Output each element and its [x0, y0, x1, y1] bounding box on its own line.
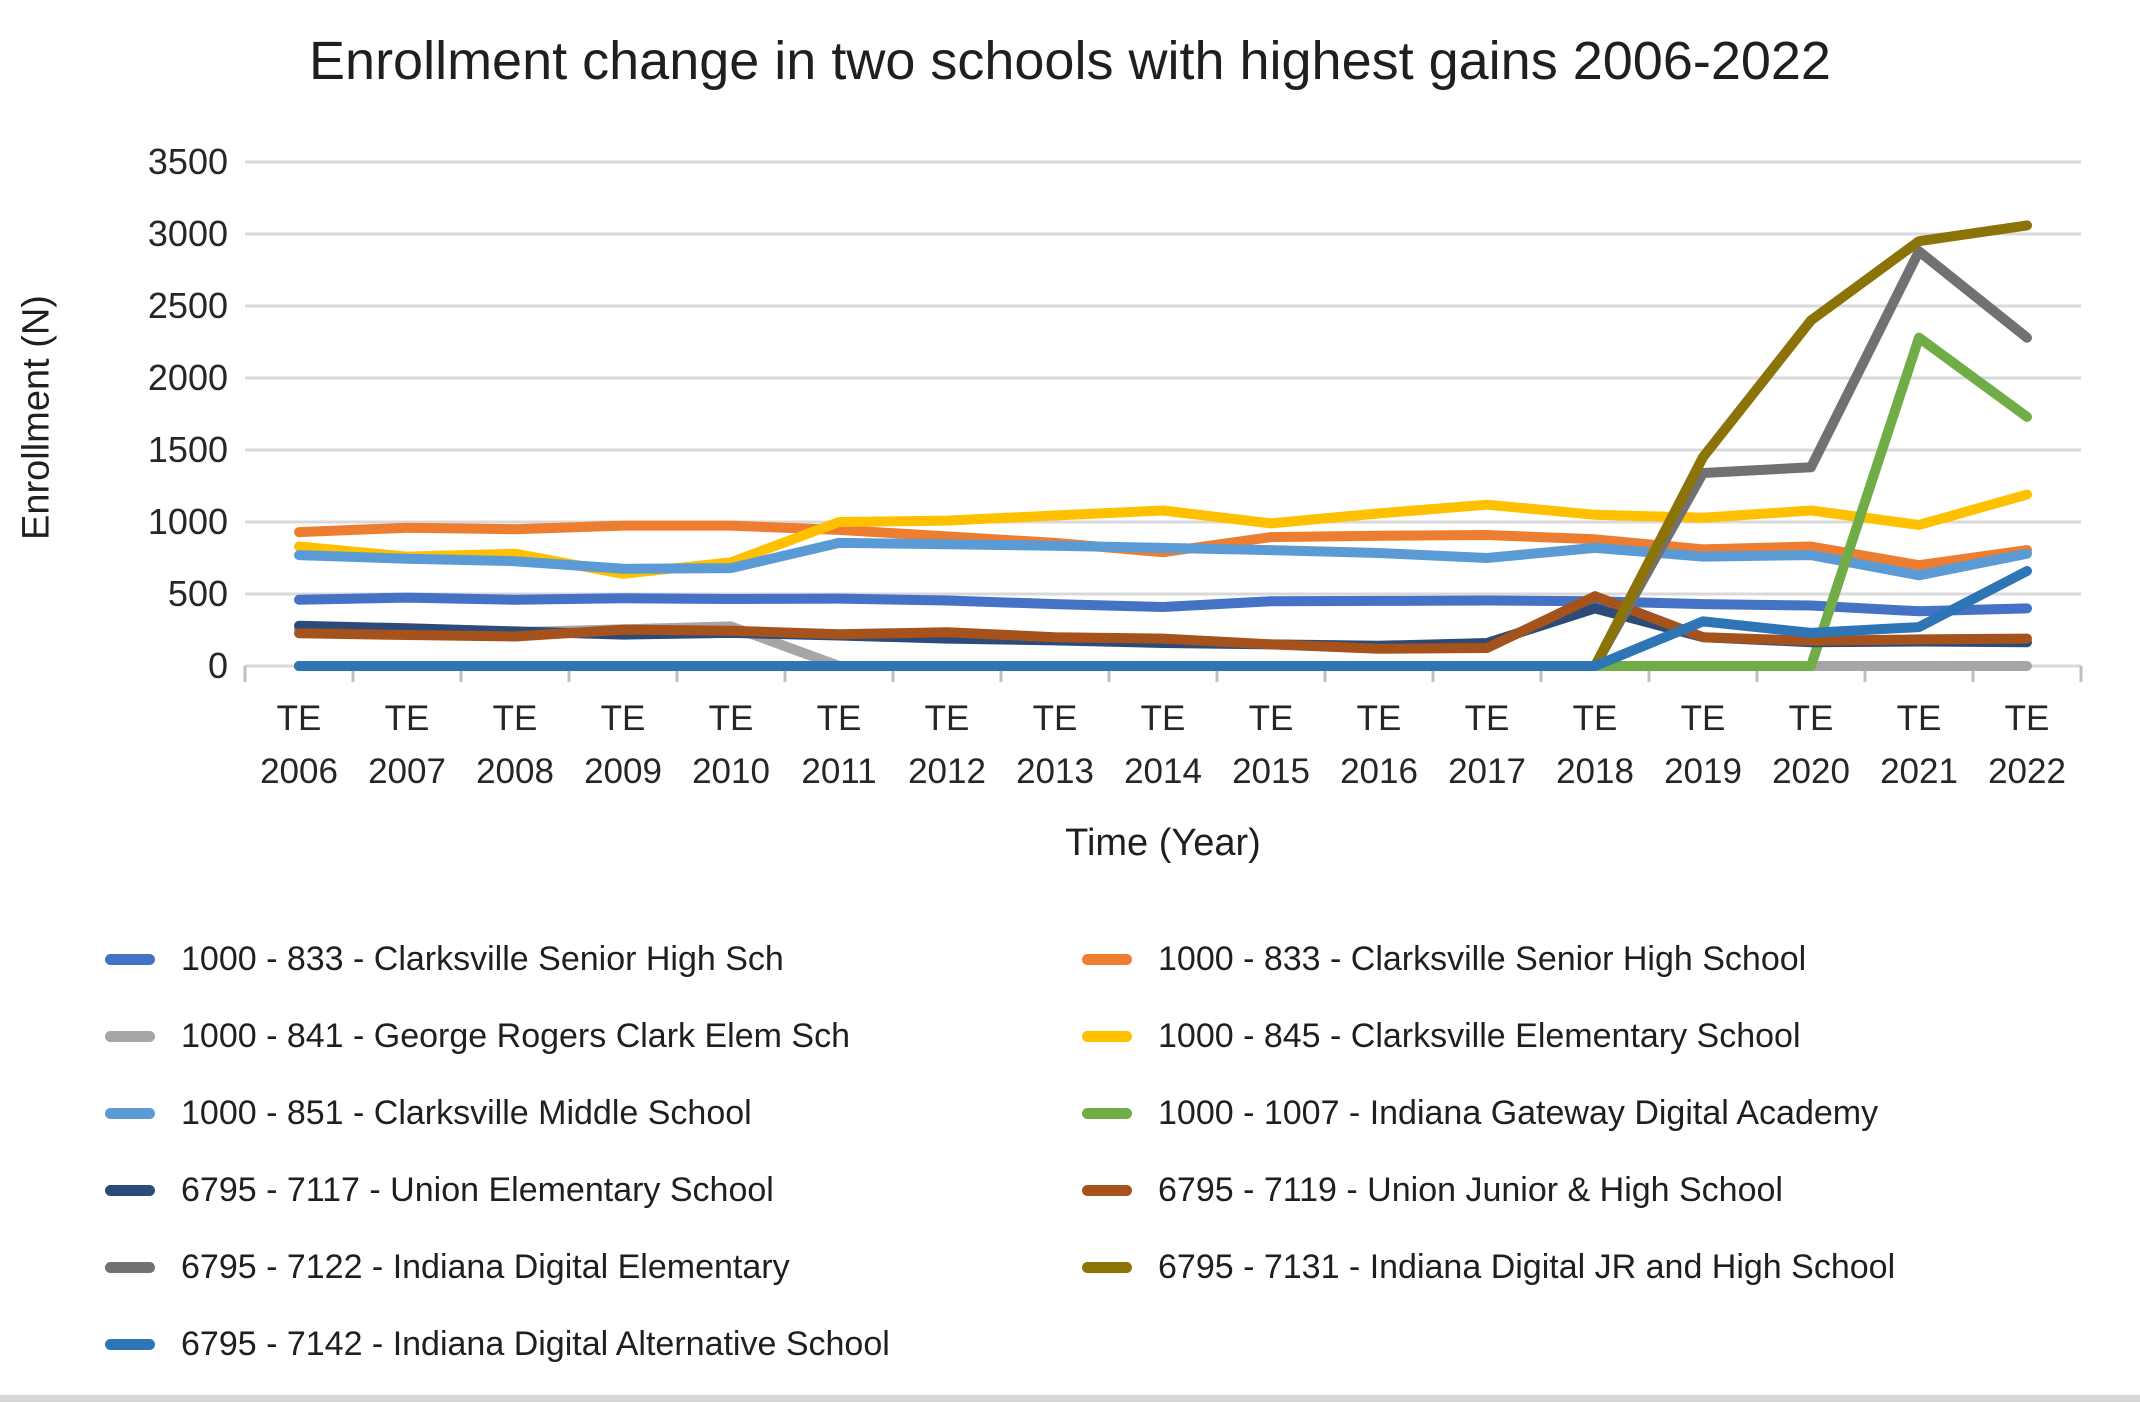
x-tick-label-prefix: TE	[277, 699, 322, 738]
x-tick-label-year: 2011	[801, 752, 876, 791]
legend-swatch-icon	[1082, 954, 1132, 965]
legend-swatch-icon	[105, 1108, 155, 1119]
x-tick-label-year: 2015	[1232, 752, 1310, 791]
x-tick-label-year: 2006	[260, 752, 338, 791]
x-tick-label-prefix: TE	[1249, 699, 1294, 738]
legend-label: 6795 - 7131 - Indiana Digital JR and Hig…	[1158, 1248, 1896, 1286]
legend-swatch-icon	[105, 1031, 155, 1042]
legend-item-3: 1000 - 845 - Clarksville Elementary Scho…	[1082, 998, 2085, 1075]
legend-label: 1000 - 851 - Clarksville Middle School	[181, 1094, 752, 1132]
x-tick-label-year: 2019	[1664, 752, 1742, 791]
y-tick-label: 1000	[148, 501, 228, 542]
x-tick-label-prefix: TE	[1357, 699, 1402, 738]
x-tick-label-prefix: TE	[1681, 699, 1726, 738]
legend-swatch-icon	[105, 954, 155, 965]
x-tick-label-year: 2010	[692, 752, 770, 791]
x-tick-label-year: 2021	[1880, 752, 1958, 791]
x-tick-label-year: 2020	[1772, 752, 1850, 791]
legend-swatch-icon	[1082, 1108, 1132, 1119]
legend-item-10: 6795 - 7142 - Indiana Digital Alternativ…	[105, 1306, 1082, 1383]
x-tick-label-year: 2018	[1556, 752, 1634, 791]
x-tick-label-prefix: TE	[1897, 699, 1942, 738]
legend-item-1: 1000 - 833 - Clarksville Senior High Sch…	[1082, 921, 2085, 998]
legend-swatch-icon	[105, 1262, 155, 1273]
series-line-4	[294, 537, 2032, 581]
legend-swatch-icon	[1082, 1185, 1132, 1196]
legend-item-4: 1000 - 851 - Clarksville Middle School	[105, 1075, 1082, 1152]
legend-label: 6795 - 7122 - Indiana Digital Elementary	[181, 1248, 790, 1286]
x-tick-label-year: 2017	[1448, 752, 1526, 791]
x-tick-label-year: 2012	[908, 752, 986, 791]
legend-item-2: 1000 - 841 - George Rogers Clark Elem Sc…	[105, 998, 1082, 1075]
x-tick-label-prefix: TE	[493, 699, 538, 738]
x-tick-label-year: 2013	[1016, 752, 1094, 791]
x-tick-label-prefix: TE	[2005, 699, 2050, 738]
bottom-window-edge	[0, 1395, 2140, 1402]
legend-swatch-icon	[105, 1339, 155, 1350]
legend-item-7: 6795 - 7119 - Union Junior & High School	[1082, 1152, 2085, 1229]
legend-swatch-icon	[1082, 1262, 1132, 1273]
y-axis-title: Enrollment (N)	[15, 295, 58, 540]
chart-title: Enrollment change in two schools with hi…	[309, 31, 1831, 91]
y-tick-label: 3000	[148, 213, 228, 254]
x-tick-label-prefix: TE	[817, 699, 862, 738]
y-tick-label: 2500	[148, 285, 228, 326]
y-tick-label: 1500	[148, 429, 228, 470]
legend-label: 6795 - 7142 - Indiana Digital Alternativ…	[181, 1325, 890, 1363]
series-line-7	[294, 591, 2032, 654]
legend-label: 1000 - 841 - George Rogers Clark Elem Sc…	[181, 1017, 850, 1055]
legend-swatch-icon	[1082, 1031, 1132, 1042]
x-tick-label-prefix: TE	[1573, 699, 1618, 738]
x-axis-title: Time (Year)	[1065, 822, 1261, 864]
series-line-5	[294, 332, 2032, 671]
chart-svg: 0 500 1000 1500 2000 2500 3000 3500 TE 2006 TE 2007…	[148, 141, 2083, 791]
y-tick-label: 3500	[148, 141, 228, 182]
y-tick-label: 0	[208, 645, 228, 686]
legend-item-0: 1000 - 833 - Clarksville Senior High Sch	[105, 921, 1082, 998]
legend-label: 1000 - 845 - Clarksville Elementary Scho…	[1158, 1017, 1801, 1055]
x-tick-label-prefix: TE	[601, 699, 646, 738]
legend-label: 6795 - 7119 - Union Junior & High School	[1158, 1171, 1783, 1209]
y-tick-label: 500	[168, 573, 228, 614]
x-tick-label-year: 2007	[368, 752, 446, 791]
x-tick-label-prefix: TE	[1465, 699, 1510, 738]
x-tick-label-year: 2022	[1988, 752, 2066, 791]
legend-item-6: 6795 - 7117 - Union Elementary School	[105, 1152, 1082, 1229]
series-line-10	[294, 566, 2032, 671]
x-tick-label-year: 2016	[1340, 752, 1418, 791]
legend-label: 6795 - 7117 - Union Elementary School	[181, 1171, 774, 1209]
legend-label: 1000 - 833 - Clarksville Senior High Sch…	[1158, 940, 1807, 978]
legend-item-9: 6795 - 7131 - Indiana Digital JR and Hig…	[1082, 1229, 2085, 1306]
x-tick-label-year: 2009	[584, 752, 662, 791]
x-tick-label-prefix: TE	[709, 699, 754, 738]
x-tick-label-prefix: TE	[1789, 699, 1834, 738]
x-tick-label-year: 2014	[1124, 752, 1202, 791]
chart-legend: 1000 - 833 - Clarksville Senior High Sch…	[105, 921, 2085, 1383]
y-tick-label: 2000	[148, 357, 228, 398]
x-tick-label-prefix: TE	[1033, 699, 1078, 738]
x-tick-label-prefix: TE	[925, 699, 970, 738]
legend-item-8: 6795 - 7122 - Indiana Digital Elementary	[105, 1229, 1082, 1306]
legend-label: 1000 - 833 - Clarksville Senior High Sch	[181, 940, 784, 978]
x-tick-label-prefix: TE	[385, 699, 430, 738]
legend-swatch-icon	[105, 1185, 155, 1196]
x-tick-label-year: 2008	[476, 752, 554, 791]
legend-item-5: 1000 - 1007 - Indiana Gateway Digital Ac…	[1082, 1075, 2085, 1152]
legend-label: 1000 - 1007 - Indiana Gateway Digital Ac…	[1158, 1094, 1879, 1132]
series-line-0	[294, 592, 2032, 617]
x-tick-label-prefix: TE	[1141, 699, 1186, 738]
